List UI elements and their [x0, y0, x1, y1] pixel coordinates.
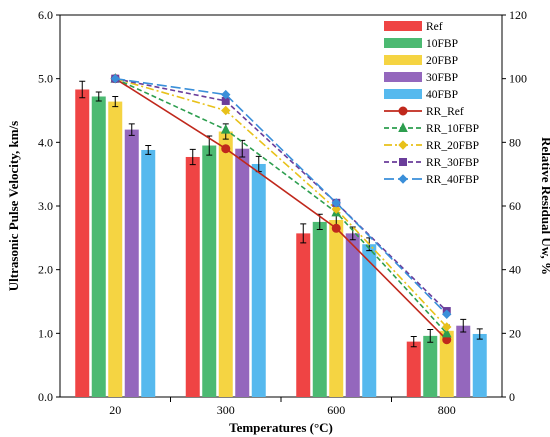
right-tick-label: 100 [509, 72, 527, 86]
x-axis-ticks: 20 300 600 800 [109, 397, 456, 417]
left-axis-title: Ultrasonic Pulse Velocity, km/s [6, 121, 21, 291]
legend: Ref 10FBP 20FBP 30FBP 40FBP RR_Ref RR_10FBP RR_… [380, 18, 492, 194]
point-RR_Ref-600 [331, 223, 341, 233]
error-bar-40FBP-800 [476, 328, 483, 340]
point-RR_20FBP-800 [442, 322, 452, 332]
legend-swatch-Ref [384, 21, 422, 31]
line-layer [110, 73, 452, 345]
legend-label-20FBP: 20FBP [426, 55, 458, 67]
right-tick-label: 80 [509, 135, 521, 149]
legend-swatch-20FBP [384, 55, 422, 65]
line-RR_20FBP [115, 77, 448, 328]
x-tick-label: 600 [327, 403, 345, 417]
bar-30FBP-300 [235, 148, 250, 397]
point-RR_20FBP-300 [221, 105, 231, 116]
bar-30FBP-20 [124, 129, 139, 397]
x-axis-title: Temperatures (°C) [229, 420, 333, 435]
right-axis-title: Relative Residual Uw, % [539, 137, 550, 275]
legend-marker-RR_40FBP [398, 174, 408, 184]
bar-20FBP-800 [439, 330, 454, 397]
bar-30FBP-800 [456, 325, 471, 397]
right-tick-label: 0 [509, 390, 515, 404]
line-RR_Ref [114, 77, 448, 341]
left-tick-label: 3.0 [38, 199, 53, 213]
error-bar-10FBP-800 [427, 329, 434, 343]
right-tick-label: 120 [509, 8, 527, 22]
bar-10FBP-800 [423, 335, 438, 397]
error-bar-40FBP-20 [145, 145, 152, 155]
legend-label-RR_30FBP: RR_30FBP [426, 157, 479, 169]
x-tick-label: 300 [217, 403, 235, 417]
point-RR_10FBP-300 [220, 123, 231, 134]
legend-marker-RR_30FBP [399, 158, 407, 166]
error-bar-10FBP-20 [95, 91, 102, 102]
error-bar-30FBP-600 [349, 226, 356, 241]
x-tick-label: 20 [109, 403, 121, 417]
point-RR_20FBP-600 [331, 204, 341, 214]
point-RR_10FBP-800 [441, 327, 452, 338]
error-bar-30FBP-20 [128, 123, 135, 136]
left-tick-label: 2.0 [38, 263, 53, 277]
right-tick-label: 40 [509, 263, 521, 277]
error-bar-30FBP-800 [460, 318, 467, 333]
bar-40FBP-300 [251, 163, 266, 397]
x-tick-label: 800 [438, 403, 456, 417]
bar-10FBP-300 [202, 145, 217, 397]
left-tick-label: 0.0 [38, 390, 53, 404]
point-RR_40FBP-800 [442, 309, 452, 319]
legend-label-RR_Ref: RR_Ref [426, 106, 464, 118]
bar-Ref-20 [75, 89, 90, 398]
error-bar-20FBP-20 [112, 95, 119, 108]
bar-20FBP-600 [329, 220, 344, 397]
legend-marker-RR_Ref [398, 106, 408, 116]
bar-Ref-800 [406, 341, 421, 397]
bar-40FBP-20 [141, 149, 156, 397]
line-RR_10FBP [114, 77, 448, 334]
point-RR_40FBP-20 [110, 73, 120, 84]
bar-20FBP-300 [218, 131, 233, 397]
bar-layer [75, 89, 487, 398]
bar-Ref-300 [185, 156, 200, 397]
left-tick-label: 6.0 [38, 8, 53, 22]
legend-label-RR_20FBP: RR_20FBP [426, 140, 479, 152]
legend-marker-RR_20FBP [398, 140, 408, 150]
left-tick-label: 5.0 [38, 72, 53, 86]
bar-10FBP-600 [312, 221, 327, 397]
legend-swatch-30FBP [384, 72, 422, 82]
point-RR_40FBP-300 [221, 89, 231, 100]
bar-30FBP-600 [345, 233, 360, 397]
right-tick-label: 60 [509, 199, 521, 213]
bar-20FBP-20 [108, 101, 123, 397]
left-tick-label: 1.0 [38, 326, 53, 340]
legend-label-40FBP: 40FBP [426, 89, 458, 101]
legend-label-RR_40FBP: RR_40FBP [426, 174, 479, 186]
point-RR_Ref-300 [221, 144, 231, 154]
left-axis-ticks: 0.0 1.0 2.0 3.0 4.0 5.0 6.0 [38, 8, 60, 404]
right-tick-label: 20 [509, 326, 521, 340]
legend-swatch-40FBP [384, 89, 422, 99]
legend-marker-RR_10FBP [398, 122, 408, 132]
legend-label-Ref: Ref [426, 21, 443, 33]
line-RR_40FBP [115, 77, 448, 315]
point-RR_40FBP-600 [331, 198, 341, 208]
bar-10FBP-20 [91, 96, 106, 397]
error-bar-Ref-600 [300, 223, 307, 244]
left-tick-label: 4.0 [38, 135, 53, 149]
error-bar-Ref-800 [410, 336, 417, 348]
legend-label-10FBP: 10FBP [426, 38, 458, 50]
right-axis-ticks: 0 20 40 60 80 100 120 [502, 8, 527, 404]
legend-label-RR_10FBP: RR_10FBP [426, 123, 479, 135]
legend-swatch-10FBP [384, 38, 422, 48]
line-RR_30FBP [115, 77, 448, 312]
legend-label-30FBP: 30FBP [426, 72, 458, 84]
error-bar-Ref-20 [79, 80, 86, 99]
bar-40FBP-600 [362, 244, 377, 397]
error-bar-Ref-300 [189, 148, 196, 166]
bar-40FBP-800 [472, 333, 487, 397]
bar-Ref-600 [296, 233, 311, 397]
